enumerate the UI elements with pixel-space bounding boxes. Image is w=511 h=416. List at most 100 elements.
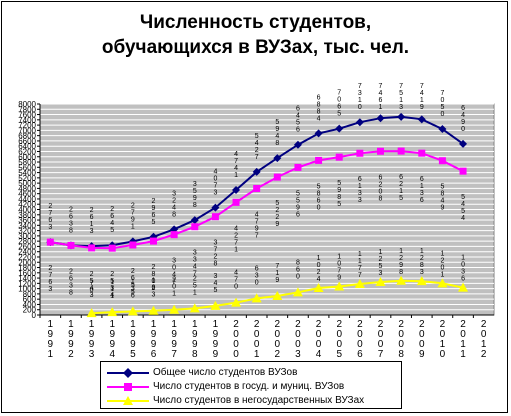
series-state — [46, 147, 467, 252]
point-marker — [335, 124, 344, 133]
legend-label-private: Число студентов в негосударственных ВУЗа… — [153, 395, 365, 406]
point-marker — [335, 153, 343, 161]
y-tick-label: 4400 — [18, 195, 36, 204]
y-tick-label: 5400 — [18, 169, 36, 178]
y-tick-label: 4800 — [18, 184, 36, 193]
point-marker — [293, 140, 302, 149]
point-marker — [396, 275, 407, 285]
point-marker — [170, 231, 178, 239]
point-marker — [150, 237, 157, 245]
point-marker — [46, 238, 54, 246]
y-tick-label: 2000 — [18, 258, 36, 267]
point-marker — [252, 167, 261, 176]
chart-title: Численность студентов, обучающихся в ВУЗ… — [0, 10, 511, 60]
point-marker — [231, 297, 242, 307]
point-marker — [315, 156, 323, 164]
y-tick-label: 5200 — [18, 174, 36, 183]
point-marker — [232, 185, 241, 194]
point-marker — [189, 303, 200, 313]
point-marker — [377, 147, 384, 155]
y-tick-label: 6800 — [18, 132, 36, 141]
point-marker — [459, 139, 468, 148]
point-marker — [129, 241, 137, 249]
point-marker — [251, 293, 262, 303]
series-private — [86, 275, 469, 318]
point-marker — [191, 223, 199, 231]
point-marker — [190, 216, 199, 225]
point-marker — [88, 244, 96, 252]
point-marker — [417, 115, 426, 124]
y-tick-label: 8000 — [18, 100, 36, 109]
y-tick-label: 5600 — [18, 163, 36, 172]
point-marker — [86, 308, 97, 318]
y-tick-label: 4600 — [18, 190, 36, 199]
legend-item-state: Число студентов в госуд. и муниц. ВУЗов — [101, 380, 401, 395]
y-tick-label: 7400 — [18, 116, 36, 125]
chart-title-line-1: Численность студентов, — [139, 12, 372, 33]
y-tick-label: 3400 — [18, 221, 36, 230]
y-tick-label: 0 — [32, 311, 37, 320]
point-marker — [437, 278, 448, 288]
y-tick-label: 5000 — [18, 179, 36, 188]
point-marker — [438, 125, 447, 134]
legend-item-private: Число студентов в негосударственных ВУЗа… — [101, 394, 401, 409]
point-marker — [416, 276, 427, 286]
point-marker — [127, 306, 138, 316]
y-tick-label: 800 — [23, 290, 37, 299]
y-tick-label: 1000 — [18, 285, 36, 294]
y-tick-label: 400 — [23, 300, 37, 309]
y-tick-label: 600 — [23, 295, 37, 304]
point-marker — [253, 184, 261, 192]
point-marker — [376, 114, 385, 123]
point-marker — [211, 213, 219, 221]
point-marker — [272, 291, 283, 301]
